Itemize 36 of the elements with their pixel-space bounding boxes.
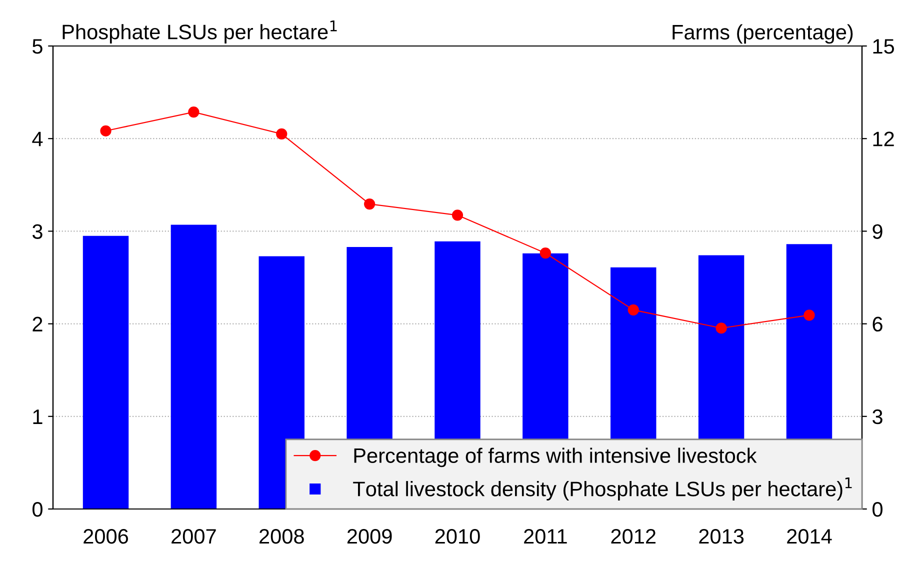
x-tick-label: 2010: [435, 528, 480, 544]
y2-tick-label: 3: [872, 409, 882, 424]
point: [716, 322, 727, 334]
bar: [170, 224, 217, 509]
y-tick-label: 4: [32, 132, 43, 146]
y-tick-label: 5: [32, 39, 42, 54]
point: [452, 210, 464, 221]
y-tick-label: 0: [32, 502, 42, 517]
point: [100, 125, 112, 136]
legend-label: Percentage of farms with intensive livestock: [354, 448, 757, 468]
x-tick-label: 2009: [347, 528, 392, 544]
y-axis-title: Phosphate LSUs per hectare$^{1}$: [62, 20, 337, 44]
y2-axis-title: Farms (percentage): [672, 24, 853, 44]
x-tick-label: 2012: [611, 528, 656, 544]
y2-tick-label: 9: [872, 224, 882, 239]
x-tick-label: 2008: [260, 528, 304, 544]
y-tick-label: 3: [32, 224, 42, 239]
x-tick-label: 2013: [699, 528, 744, 544]
point: [276, 128, 288, 140]
y2-tick-label: 6: [872, 316, 882, 332]
y2-tick-label: 12: [873, 132, 894, 146]
legend-label: Total livestock density (Phosphate LSUs per hectare)$^{1}$: [353, 478, 852, 500]
x-tick-label: 2006: [84, 528, 128, 544]
y2-tick-label: 0: [872, 502, 882, 517]
x-tick-label: 2014: [787, 528, 832, 544]
point: [628, 304, 639, 316]
y-tick-label: 2: [32, 316, 42, 332]
y2-tick-label: 15: [873, 39, 894, 54]
x-tick-label: 2007: [172, 528, 216, 544]
point: [540, 248, 551, 259]
point: [364, 198, 376, 210]
point: [188, 106, 200, 118]
x-tick-label: 2011: [524, 528, 567, 544]
y-tick-label: 1: [33, 410, 42, 424]
bar: [82, 236, 129, 509]
point: [804, 310, 815, 321]
